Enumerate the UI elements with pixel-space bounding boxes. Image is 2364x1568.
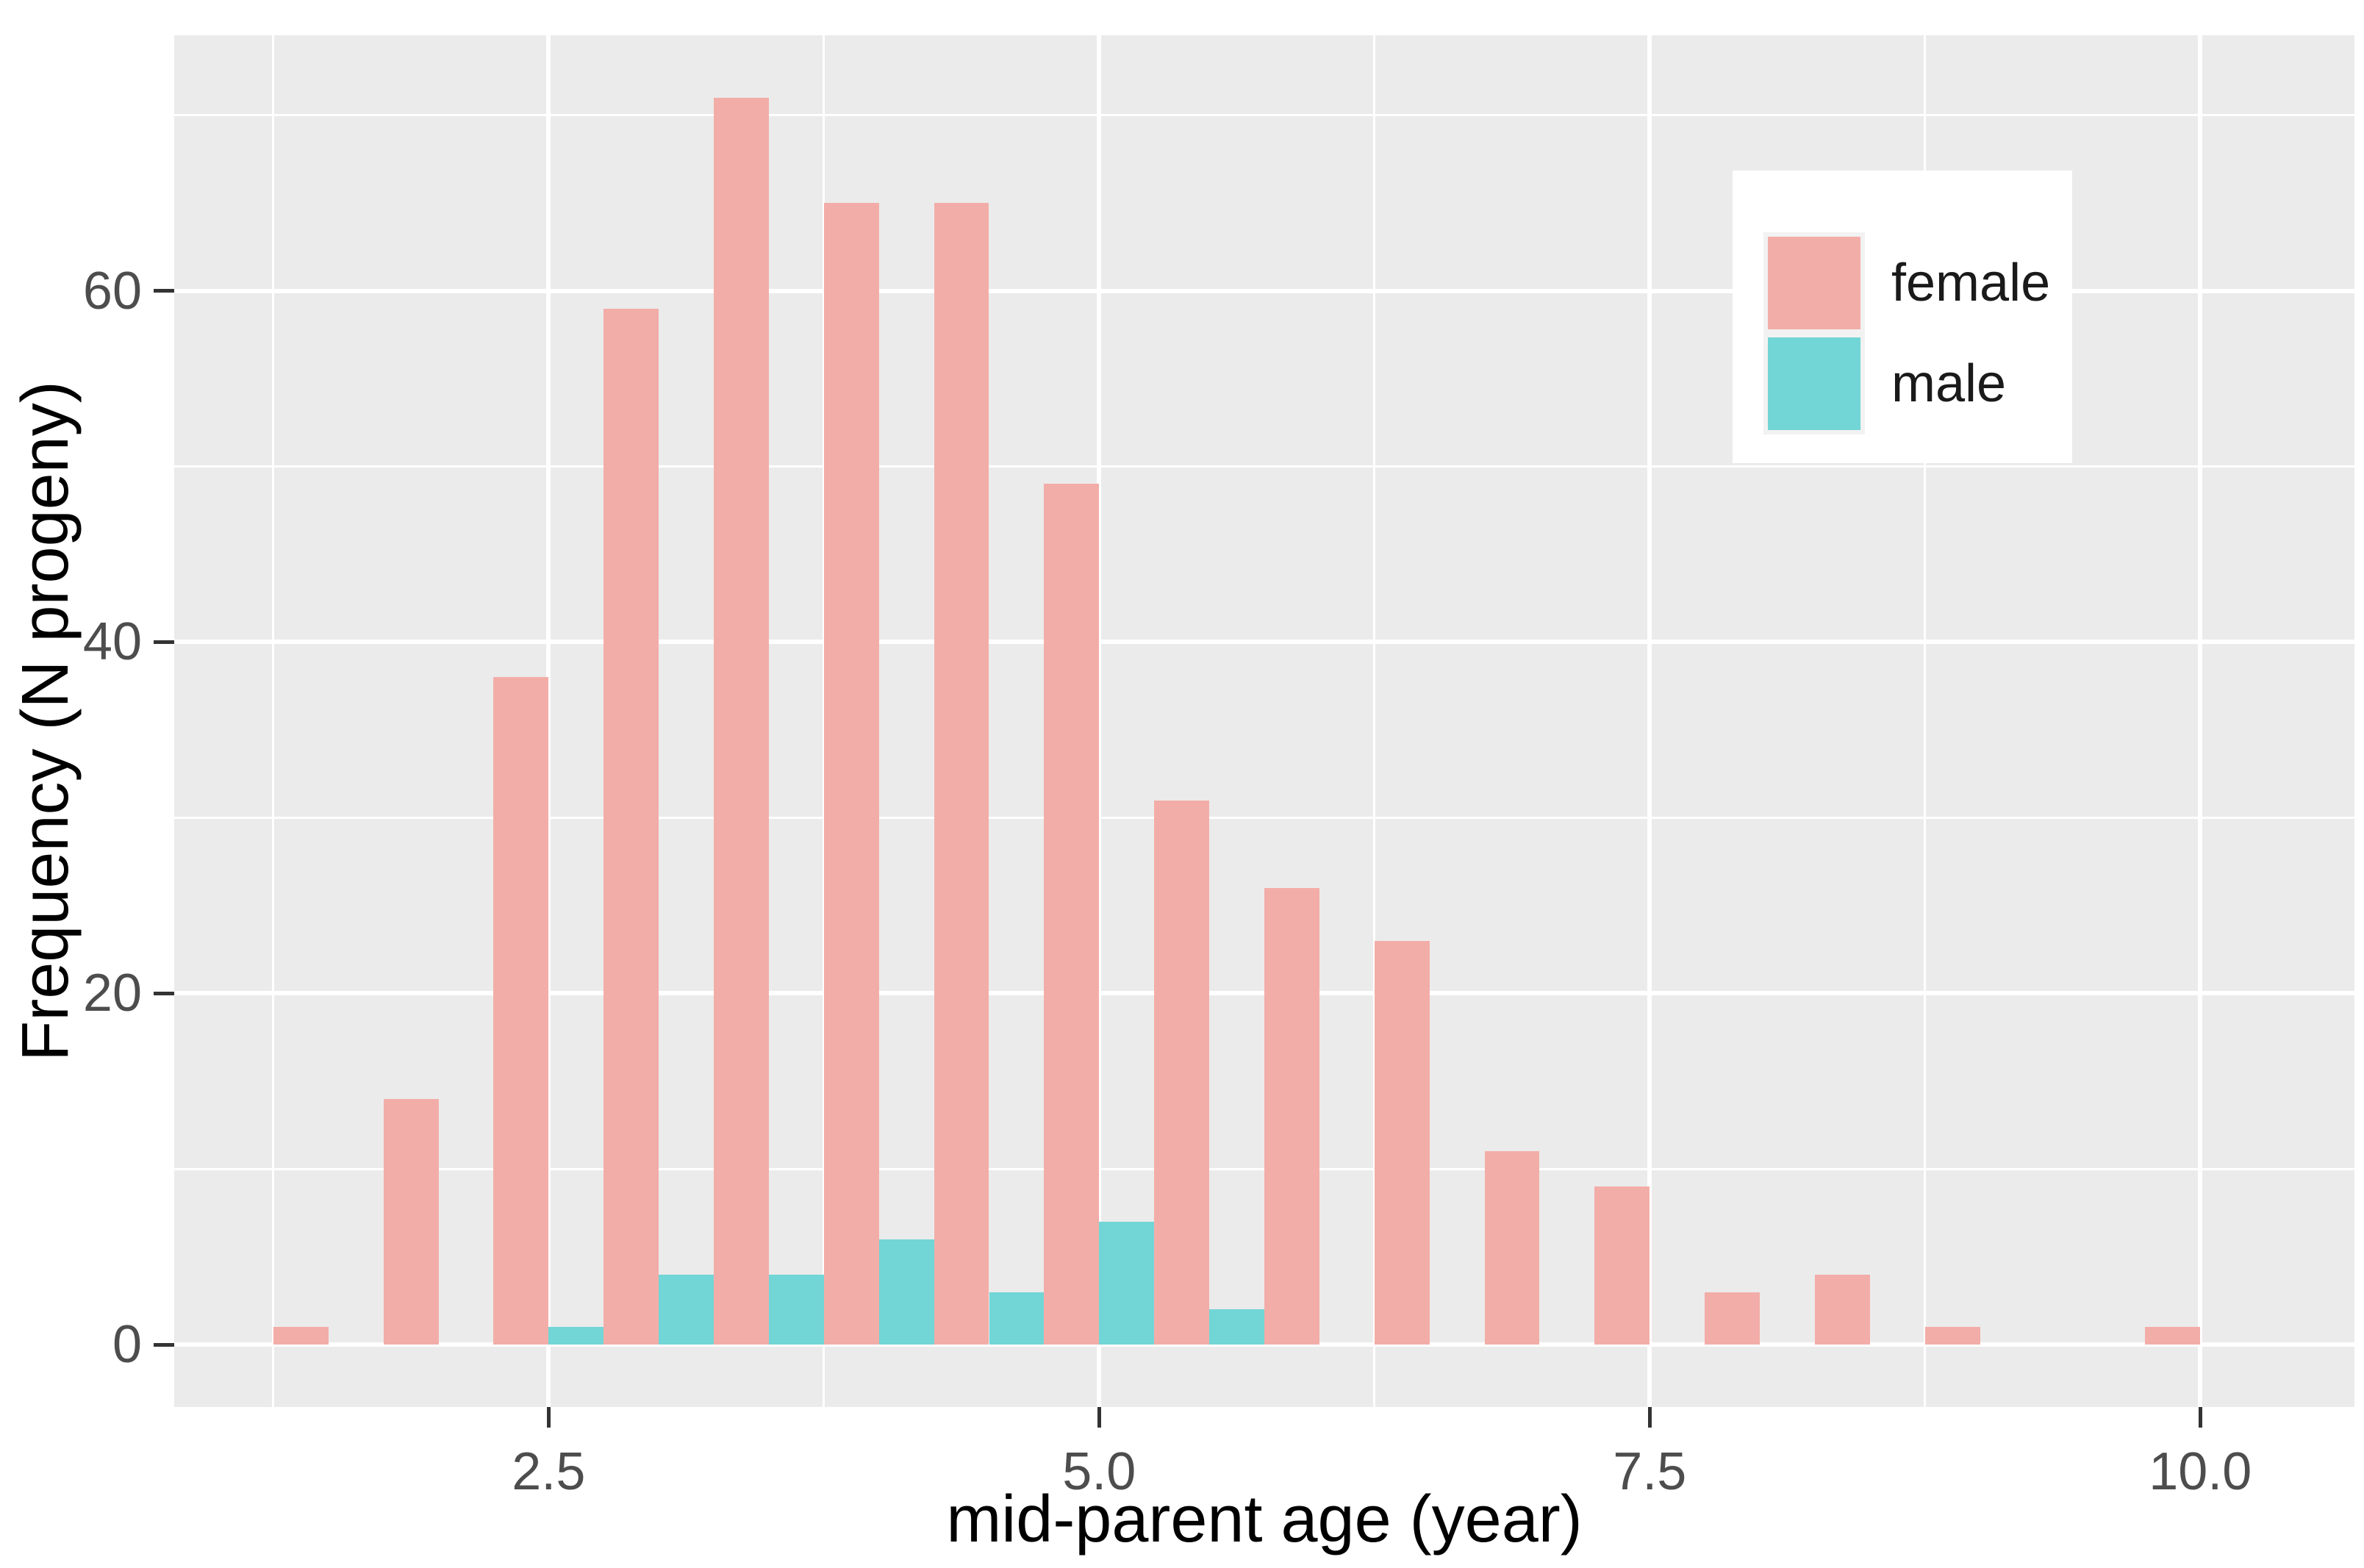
bar-male-3.5 bbox=[768, 1274, 824, 1345]
bar-male-4 bbox=[878, 1239, 934, 1345]
gridline-y-minor-50 bbox=[174, 465, 2354, 468]
legend: female male bbox=[1733, 171, 2072, 463]
bar-male-3 bbox=[659, 1274, 714, 1345]
bar-female-3 bbox=[603, 308, 659, 1345]
bar-female-6 bbox=[1264, 887, 1319, 1345]
bar-female-6.5 bbox=[1374, 940, 1430, 1345]
legend-label-male: male bbox=[1891, 354, 2007, 413]
bar-female-2 bbox=[383, 1098, 439, 1345]
bar-female-8.5 bbox=[1814, 1274, 1870, 1345]
x-tick-7.5 bbox=[1647, 1407, 1652, 1428]
bar-female-4 bbox=[823, 203, 879, 1345]
gridline-y-minor-70 bbox=[174, 114, 2354, 117]
gridline-x-7.5 bbox=[1647, 35, 1652, 1407]
x-tick-10 bbox=[2198, 1407, 2202, 1428]
legend-key-male-swatch bbox=[1763, 333, 1865, 434]
y-tick-20 bbox=[154, 991, 174, 995]
gridline-x-10 bbox=[2198, 35, 2203, 1407]
bar-male-4.5 bbox=[989, 1292, 1045, 1345]
bar-female-1.5 bbox=[273, 1327, 329, 1345]
bar-male-5.5 bbox=[1209, 1309, 1264, 1345]
y-tick-label-0: 0 bbox=[112, 1315, 142, 1375]
bar-male-5 bbox=[1099, 1221, 1155, 1345]
gridline-y-40 bbox=[174, 640, 2354, 645]
bar-female-4.5 bbox=[934, 203, 989, 1345]
x-axis-title: mid-parent age (year) bbox=[946, 1483, 1583, 1556]
bar-female-10 bbox=[2145, 1327, 2201, 1345]
y-tick-label-60: 60 bbox=[82, 261, 142, 321]
bar-female-5.5 bbox=[1154, 800, 1210, 1345]
legend-label-female: female bbox=[1891, 254, 2051, 312]
gridline-x-minor-8.75 bbox=[1924, 35, 1927, 1407]
gridline-x-minor-6.25 bbox=[1373, 35, 1376, 1407]
bar-male-2.5 bbox=[548, 1327, 604, 1345]
y-tick-label-40: 40 bbox=[82, 612, 142, 672]
bar-female-5 bbox=[1044, 484, 1100, 1345]
y-axis-title: Frequency (N progeny) bbox=[9, 381, 82, 1062]
bar-female-3.5 bbox=[714, 97, 769, 1345]
gridline-x-2.5 bbox=[546, 35, 551, 1407]
gridline-x-minor-1.25 bbox=[272, 35, 275, 1407]
bar-female-8 bbox=[1705, 1292, 1761, 1345]
bar-female-7 bbox=[1484, 1151, 1540, 1345]
y-tick-60 bbox=[154, 289, 174, 293]
gridline-y-0 bbox=[174, 1342, 2354, 1347]
y-tick-label-20: 20 bbox=[82, 964, 142, 1023]
x-tick-2.5 bbox=[546, 1407, 551, 1428]
x-tick-label-5: 5.0 bbox=[1062, 1442, 1136, 1501]
y-tick-0 bbox=[154, 1342, 174, 1347]
y-tick-40 bbox=[154, 640, 174, 644]
x-tick-label-2.5: 2.5 bbox=[512, 1442, 586, 1501]
bar-female-9 bbox=[1924, 1327, 1980, 1345]
gridline-y-minor-30 bbox=[174, 816, 2354, 819]
x-tick-label-7.5: 7.5 bbox=[1613, 1442, 1687, 1501]
bar-female-2.5 bbox=[493, 677, 549, 1345]
x-tick-5 bbox=[1097, 1407, 1101, 1428]
x-tick-label-10: 10.0 bbox=[2149, 1442, 2252, 1501]
bar-female-7.5 bbox=[1594, 1186, 1650, 1345]
legend-key-female-swatch bbox=[1763, 232, 1865, 334]
gridline-y-60 bbox=[174, 288, 2354, 293]
gridline-x-5 bbox=[1097, 35, 1102, 1407]
